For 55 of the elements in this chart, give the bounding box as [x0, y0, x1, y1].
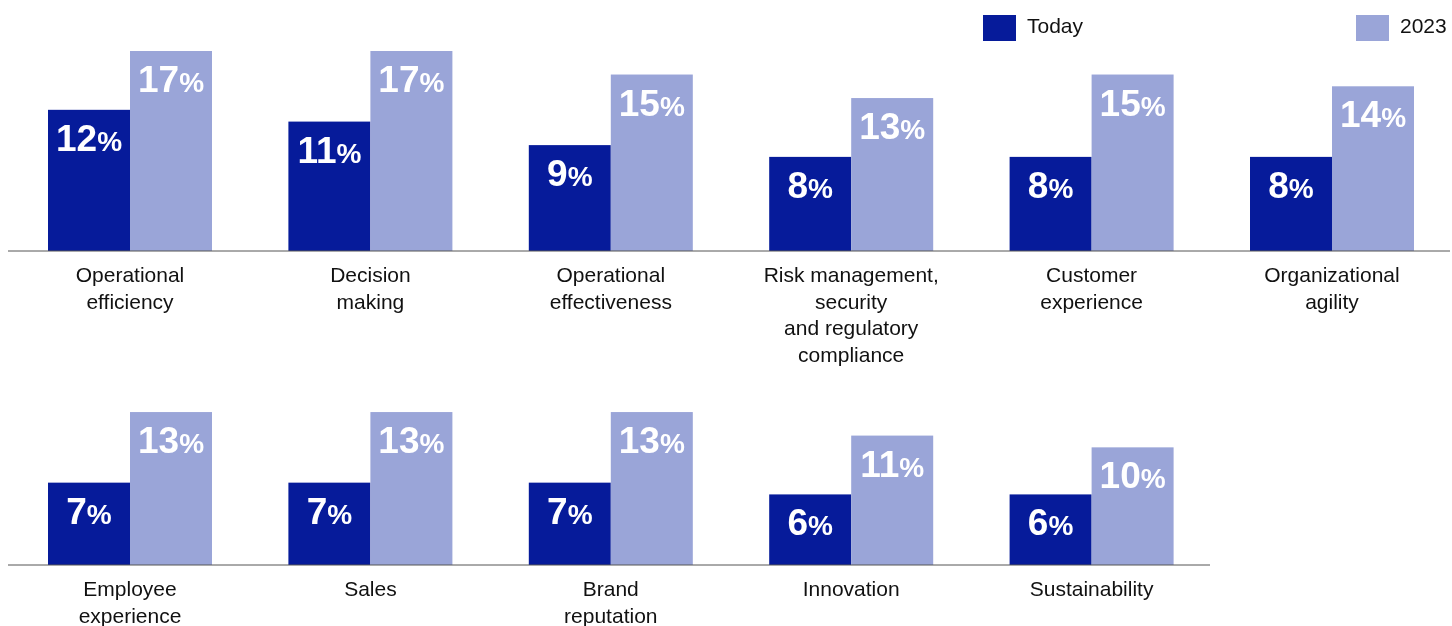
- data-label: 8%: [1268, 164, 1314, 206]
- x-tick-label: Brand reputation: [564, 577, 658, 626]
- data-label: 9%: [547, 153, 593, 195]
- bar: [130, 412, 212, 565]
- bar: [610, 74, 693, 251]
- x-tick-label: Operational effectiveness: [549, 263, 672, 313]
- x-tick-label: Operational efficiency: [75, 263, 185, 313]
- bar: [769, 156, 852, 251]
- x-tick-label: Employee experience: [78, 577, 182, 626]
- data-label: 10%: [1099, 455, 1166, 497]
- data-label: 12%: [55, 117, 123, 159]
- data-label: 15%: [1099, 82, 1166, 124]
- bar: [1091, 74, 1174, 251]
- x-tick-label: Risk management, security and regulatory compliance: [763, 263, 939, 366]
- data-label: 6%: [787, 502, 834, 544]
- bar: [48, 109, 130, 251]
- data-label: 17%: [378, 59, 445, 100]
- x-tick-label: Sales: [344, 577, 397, 600]
- bar: [48, 482, 130, 565]
- x-tick-label: Sustainability: [1029, 577, 1154, 600]
- bar: [1091, 447, 1174, 565]
- bar: [610, 412, 693, 565]
- bar: [528, 145, 611, 251]
- bar: [851, 98, 934, 251]
- data-label: 7%: [66, 490, 112, 532]
- x-tick-label: Decision making: [330, 263, 411, 313]
- legend-label: 2023: [1400, 14, 1447, 37]
- data-label: 7%: [306, 490, 353, 532]
- bar: [528, 482, 611, 565]
- bar: [1009, 156, 1092, 251]
- data-label: 11%: [860, 443, 925, 485]
- bar: [130, 51, 212, 251]
- data-label: 13%: [618, 420, 685, 462]
- data-label: 13%: [378, 420, 445, 462]
- bar: [1250, 156, 1332, 251]
- bar: [288, 121, 371, 251]
- data-label: 13%: [859, 106, 926, 148]
- data-label: 8%: [1027, 164, 1074, 206]
- x-tick-label: Innovation: [802, 577, 900, 600]
- bar: [288, 482, 371, 565]
- data-label: 13%: [137, 420, 205, 462]
- bar: [370, 51, 453, 251]
- data-label: 14%: [1339, 94, 1407, 136]
- data-label: 15%: [618, 82, 685, 124]
- bar: [370, 412, 453, 565]
- bar: [851, 435, 934, 565]
- bar: [1332, 86, 1414, 251]
- data-label: 8%: [787, 164, 834, 206]
- x-tick-label: Organizational agility: [1264, 263, 1400, 313]
- legend-label: Today: [1027, 14, 1084, 37]
- x-tick-label: Customer experience: [1040, 263, 1143, 313]
- data-label: 7%: [547, 490, 593, 532]
- data-label: 6%: [1027, 502, 1074, 544]
- data-label: 11%: [297, 129, 362, 171]
- data-label: 17%: [137, 59, 205, 100]
